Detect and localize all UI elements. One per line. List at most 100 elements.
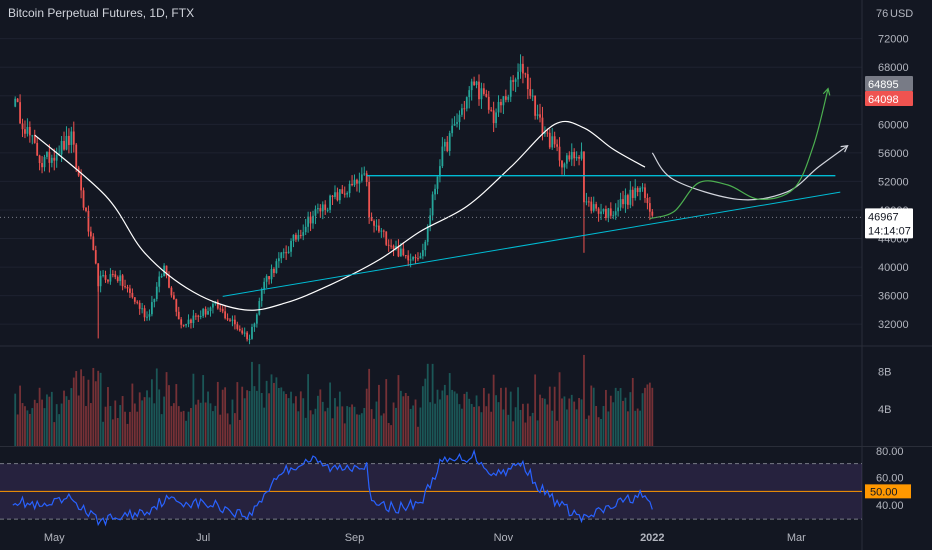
volume-bar bbox=[290, 391, 292, 446]
volume-bar bbox=[487, 393, 490, 446]
candle bbox=[351, 175, 353, 187]
volume-bar bbox=[295, 396, 297, 446]
candle-body bbox=[617, 207, 620, 212]
time-tick-label: Jul bbox=[196, 532, 210, 544]
candle-body bbox=[502, 96, 505, 106]
candle-body bbox=[380, 230, 383, 232]
candle-body bbox=[251, 326, 253, 339]
time-tick-label: 2022 bbox=[640, 532, 664, 544]
candle-body bbox=[597, 208, 600, 214]
volume-bar bbox=[605, 389, 607, 446]
candle bbox=[631, 186, 634, 207]
candle-body bbox=[129, 288, 131, 293]
volume-bar bbox=[141, 400, 144, 446]
candle bbox=[116, 275, 119, 283]
volume-bar bbox=[326, 407, 329, 446]
candle-body bbox=[343, 193, 346, 195]
candle bbox=[297, 229, 300, 242]
candle bbox=[343, 186, 346, 198]
candle-body bbox=[624, 195, 627, 205]
candle bbox=[512, 75, 515, 91]
candle bbox=[85, 207, 87, 213]
candle-body bbox=[439, 166, 441, 177]
candle-body bbox=[299, 235, 302, 237]
time-tick-label: Nov bbox=[494, 532, 514, 544]
candle bbox=[287, 246, 290, 254]
volume-bar bbox=[597, 417, 600, 446]
volume-bar bbox=[324, 411, 327, 446]
candle bbox=[129, 284, 131, 298]
candle-body bbox=[168, 275, 170, 288]
volume-bar bbox=[309, 410, 312, 446]
volume-bar bbox=[194, 404, 197, 446]
volume-bar bbox=[624, 397, 627, 446]
candle bbox=[146, 311, 148, 321]
candle-body bbox=[48, 151, 51, 163]
candle-body bbox=[265, 276, 268, 282]
candle-body bbox=[63, 141, 65, 150]
candle bbox=[480, 82, 483, 109]
candle-body bbox=[522, 63, 524, 74]
candle bbox=[265, 274, 268, 289]
candle bbox=[539, 103, 541, 123]
candle bbox=[626, 193, 629, 210]
candle-body bbox=[373, 220, 375, 226]
candle bbox=[358, 172, 361, 193]
candle-body bbox=[429, 215, 432, 226]
volume-bar bbox=[580, 399, 583, 446]
candle bbox=[160, 273, 163, 279]
volume-bar bbox=[441, 390, 444, 446]
candle-body bbox=[358, 180, 361, 184]
candle-body bbox=[194, 315, 197, 317]
candle-body bbox=[509, 80, 512, 97]
volume-bar bbox=[246, 390, 248, 446]
candle-body bbox=[109, 274, 112, 282]
candle-body bbox=[202, 308, 205, 316]
volume-bar bbox=[353, 406, 356, 446]
candle-body bbox=[126, 287, 129, 289]
candle bbox=[624, 188, 627, 213]
volume-bar bbox=[138, 392, 141, 446]
candle-body bbox=[480, 88, 483, 100]
candle-body bbox=[395, 245, 397, 250]
candle bbox=[148, 309, 151, 321]
volume-bar bbox=[548, 386, 551, 446]
candle-body bbox=[578, 156, 580, 159]
candle bbox=[275, 258, 278, 274]
volume-bar bbox=[568, 398, 571, 446]
volume-bar bbox=[439, 399, 441, 446]
candle bbox=[231, 315, 234, 327]
volume-bar bbox=[146, 390, 148, 446]
candle bbox=[19, 94, 21, 124]
volume-bar bbox=[336, 406, 339, 446]
candle-body bbox=[329, 195, 331, 210]
candle bbox=[324, 200, 327, 215]
volume-bar bbox=[202, 375, 205, 446]
volume-bar bbox=[443, 384, 446, 446]
volume-bar bbox=[602, 406, 605, 446]
volume-bar bbox=[385, 379, 388, 446]
volume-bar bbox=[265, 380, 268, 446]
candle bbox=[600, 203, 602, 220]
candle-body bbox=[475, 81, 478, 85]
volume-bar bbox=[285, 393, 288, 446]
candle bbox=[253, 322, 256, 332]
volume-bar bbox=[380, 415, 383, 446]
candle-body bbox=[334, 192, 336, 197]
volume-bar bbox=[517, 387, 519, 446]
volume-bar bbox=[358, 414, 361, 446]
volume-bar bbox=[434, 403, 436, 446]
candle-body bbox=[602, 208, 605, 212]
candle-body bbox=[565, 155, 568, 164]
candle bbox=[75, 142, 78, 173]
volume-bar bbox=[280, 387, 283, 446]
candle-body bbox=[80, 175, 83, 191]
volume-bar bbox=[514, 407, 517, 446]
candle-body bbox=[55, 154, 58, 161]
candle bbox=[590, 196, 593, 214]
candle bbox=[170, 286, 173, 298]
candle bbox=[429, 208, 432, 232]
volume-bar bbox=[172, 403, 175, 446]
candle-body bbox=[399, 248, 402, 257]
